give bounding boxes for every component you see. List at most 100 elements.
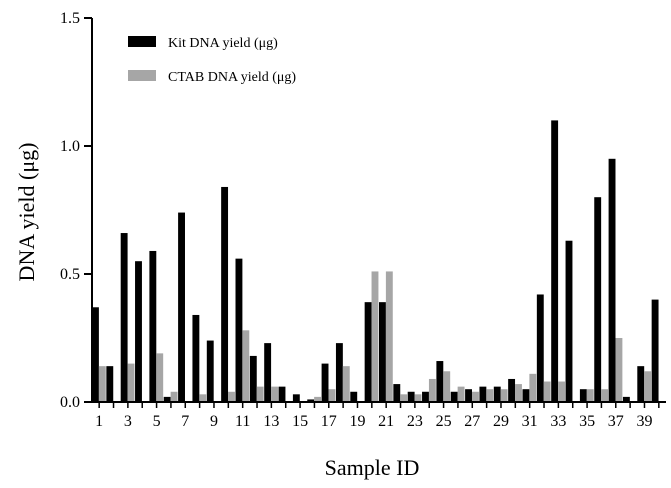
bar-kit-33 [551,120,559,403]
legend-swatch-kit [128,36,156,47]
bar-kit-16 [307,399,315,402]
bar-kit-3 [120,233,128,402]
x-tick-label-39: 39 [636,413,652,430]
bar-kit-32 [536,294,544,402]
bar-kit-31 [522,389,530,402]
bar-ctab-11 [242,330,250,402]
bar-ctab-27 [471,391,479,402]
bar-kit-40 [651,299,659,402]
y-tick-label-0.5: 0.5 [60,266,80,283]
bar-kit-11 [235,258,243,402]
bar-kit-17 [321,363,329,402]
bar-kit-6 [163,396,171,402]
x-tick-label-31: 31 [522,413,538,430]
bar-ctab-6 [170,391,178,402]
legend-swatch-ctab [128,70,156,81]
x-tick-label-1: 1 [95,413,103,430]
y-tick-label-0.0: 0.0 [60,394,80,411]
x-tick-label-19: 19 [349,413,365,430]
x-tick-label-33: 33 [550,413,566,430]
x-tick-label-35: 35 [579,413,595,430]
bar-ctab-30 [515,384,522,402]
x-tick-label-15: 15 [292,413,308,430]
x-tick-label-5: 5 [153,413,161,430]
bar-kit-38 [622,396,630,402]
bar-kit-24 [422,391,429,402]
legend-label-kit: Kit DNA yield (μg) [168,36,278,51]
bar-ctab-12 [256,386,264,402]
bar-kit-10 [221,186,229,402]
bar-ctab-24 [428,378,436,402]
bar-kit-18 [335,343,343,402]
x-tick-label-37: 37 [608,413,624,430]
bar-kit-34 [565,240,573,402]
bar-kit-28 [479,386,487,402]
bar-ctab-35 [586,389,594,402]
bar-ctab-5 [156,353,164,402]
x-axis-title: Sample ID [325,455,420,480]
x-tick-label-29: 29 [493,413,509,430]
x-tick-label-11: 11 [235,413,250,430]
x-tick-label-9: 9 [210,413,218,430]
bar-kit-5 [149,250,157,402]
bar-ctab-20 [371,271,379,402]
y-axis-title: DNA yield (μg) [14,143,39,282]
bar-ctab-17 [328,389,336,402]
x-tick-label-25: 25 [436,413,452,430]
bar-kit-23 [407,391,415,402]
bar-ctab-10 [228,391,235,402]
bar-kit-1 [92,307,99,402]
bar-kit-22 [393,384,401,402]
bar-kit-4 [135,261,142,402]
bar-kit-39 [637,366,645,402]
bar-kit-8 [192,314,200,402]
bar-kit-25 [436,361,444,402]
x-tick-label-21: 21 [378,413,394,430]
bar-kit-20 [364,302,372,402]
bar-ctab-32 [543,381,551,402]
bar-ctab-8 [199,394,207,402]
bar-kit-26 [450,391,458,402]
bar-kit-2 [106,366,114,402]
bar-ctab-3 [127,363,135,402]
x-tick-label-27: 27 [464,413,480,430]
bar-kit-12 [249,355,257,402]
bar-kit-14 [278,386,286,402]
bar-kit-36 [594,197,602,402]
bar-kit-30 [508,378,516,402]
bar-kit-35 [579,389,587,402]
legend-label-ctab: CTAB DNA yield (μg) [168,70,296,85]
bar-kit-27 [465,389,472,402]
bar-kit-13 [264,343,272,402]
bar-ctab-29 [500,389,508,402]
bar-ctab-21 [385,271,393,402]
bar-ctab-36 [601,389,609,402]
bar-ctab-1 [98,366,106,402]
bar-kit-7 [178,212,185,402]
bar-ctab-16 [314,396,322,402]
x-tick-label-23: 23 [407,413,423,430]
x-tick-label-3: 3 [124,413,132,430]
x-tick-label-17: 17 [321,413,337,430]
bar-kit-19 [350,391,358,402]
bar-ctab-31 [529,373,537,402]
bar-ctab-22 [400,394,408,402]
bar-ctab-37 [615,338,623,402]
bar-kit-21 [379,302,386,402]
bar-kit-37 [608,158,616,402]
bar-ctab-23 [414,394,422,402]
bar-kit-29 [493,386,501,402]
x-tick-label-7: 7 [181,413,189,430]
bar-kit-9 [206,340,214,402]
bar-ctab-26 [457,386,465,402]
x-tick-label-13: 13 [263,413,279,430]
bar-ctab-18 [342,366,350,402]
bar-ctab-25 [443,371,451,402]
y-tick-label-1.0: 1.0 [60,138,80,155]
bar-ctab-39 [644,371,652,402]
bar-kit-15 [292,394,300,402]
y-tick-label-1.5: 1.5 [60,10,80,27]
bar-ctab-13 [271,386,278,402]
bar-ctab-28 [486,389,494,402]
